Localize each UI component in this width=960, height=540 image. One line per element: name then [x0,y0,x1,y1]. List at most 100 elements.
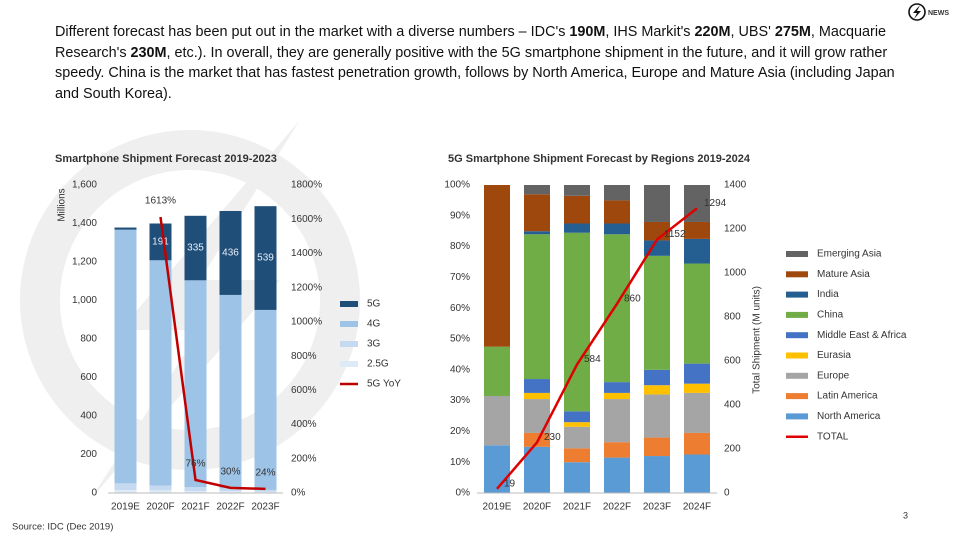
y-tick-label: 40% [450,364,470,375]
header-segment: 275M [774,24,811,40]
bar-segment [604,223,630,235]
bar-segment [604,399,630,443]
x-tick-label: 2020F [523,502,551,513]
legend-label: Emerging Asia [817,249,882,260]
line-value-label: 30% [220,467,240,478]
y-tick-label: 600 [80,372,97,383]
bar-segment [524,234,550,380]
legend-label: Middle East & Africa [817,330,907,341]
y-tick-label: 400 [80,411,97,422]
bar-segment [564,223,590,233]
bar-segment [524,379,550,393]
bar-segment [684,454,710,493]
legend-label: North America [817,411,881,422]
y-tick-label: 50% [450,334,470,345]
legend-swatch [786,372,808,379]
legend-label: China [817,310,844,321]
legend-swatch [786,352,808,359]
legend-label: 3G [367,339,381,350]
legend-swatch [340,361,358,367]
y-tick-label: 1,600 [72,180,97,191]
bar-segment [184,215,207,281]
bar-segment [254,206,277,310]
bar-segment [524,185,550,195]
y-tick-label: 0 [91,488,97,499]
y-tick-label: 10% [450,457,470,468]
legend-label: 4G [367,319,381,330]
x-tick-label: 2024F [683,502,711,513]
bar-segment [604,382,630,393]
x-tick-label: 2021F [181,502,209,513]
bar-segment [644,255,670,370]
line-series [159,216,266,491]
header-segment: 220M [694,24,731,40]
y2-tick-label: 1000% [291,317,322,328]
y-tick-label: 0% [456,488,471,499]
line-value-label: 860 [624,293,641,304]
bar-segment [564,422,590,427]
legend-label: Eurasia [817,350,851,361]
bar-segment [114,227,137,230]
bar-segment [219,210,242,295]
y-tick-label: 800 [80,334,97,345]
bar-segment [149,490,172,493]
legend-swatch [786,332,808,339]
y-tick-label: 20% [450,426,470,437]
legend-label: 5G YoY [367,379,401,390]
bar-segment [484,185,510,347]
bar-segment [604,442,630,458]
bar-segment [644,385,670,395]
y2-tick-label: 0 [724,488,730,499]
x-tick-label: 2023F [251,502,279,513]
bar-segment [484,346,510,396]
bar-segment [254,491,277,493]
y2-tick-label: 1800% [291,180,322,191]
bar-segment [644,394,670,438]
bar-segment [254,309,277,490]
legend-swatch [340,321,358,327]
bar-segment [149,260,172,486]
bar-segment [684,263,710,364]
y2-axis-title: Total Shipment (M units) [752,286,763,394]
legend-swatch [340,341,358,347]
bar-segment [604,185,630,201]
bar-segment [184,491,207,493]
y2-tick-label: 1400 [724,180,747,191]
logo-text: NEWS [928,10,949,17]
y2-tick-label: 200 [724,444,741,455]
bar-segment [604,234,630,383]
x-tick-label: 2022F [603,502,631,513]
bar-segment [644,437,670,457]
legend-swatch [786,393,808,400]
bar-segment [644,185,670,222]
y2-tick-label: 800 [724,312,741,323]
bar-segment [564,426,590,449]
y2-tick-label: 600% [291,385,317,396]
bar-segment [184,487,207,492]
y-tick-label: 70% [450,272,470,283]
line-value-label: 584 [584,354,601,365]
bar-segment [254,489,277,492]
line-value-label: 76% [185,459,205,470]
header-segment: , etc.). In overall, they are generally … [55,44,895,102]
bar-segment [114,490,137,493]
y2-tick-label: 0% [291,488,306,499]
bar-segment [564,411,590,423]
y-tick-label: 1,200 [72,257,97,268]
y-tick-label: 80% [450,241,470,252]
legend-label: Latin America [817,391,878,402]
page-number: 3 [903,510,908,520]
y2-tick-label: 800% [291,351,317,362]
bar-value-label: 436 [222,248,239,259]
line-value-label: 1152 [664,229,686,240]
legend-swatch [786,413,808,420]
y2-tick-label: 1000 [724,268,747,279]
y-tick-label: 1,000 [72,295,97,306]
bar-segment [219,294,242,489]
chart-title: 5G Smartphone Shipment Forecast by Regio… [448,153,751,165]
bar-segment [684,432,710,455]
bar-value-label: 191 [152,237,169,248]
bar-value-label: 539 [257,253,274,264]
bar-segment [564,185,590,196]
y2-tick-label: 1400% [291,248,322,259]
